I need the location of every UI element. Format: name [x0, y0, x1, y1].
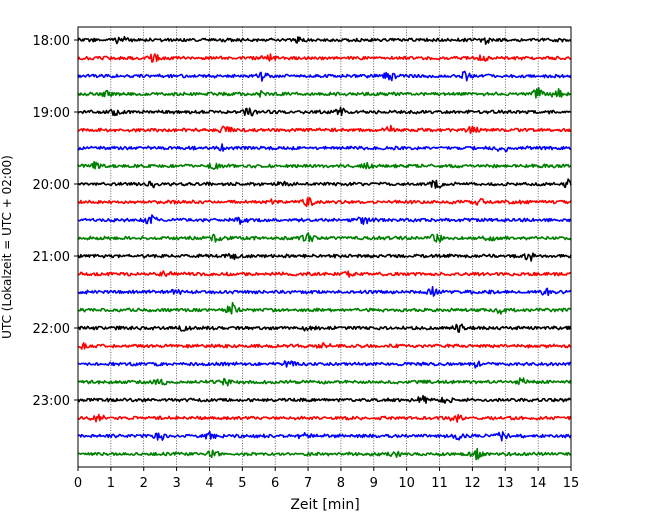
x-tick-label-4: 4 — [205, 476, 213, 491]
x-tick-label-12: 12 — [464, 476, 481, 491]
x-tick-label-9: 9 — [370, 476, 378, 491]
x-tick-label-0: 0 — [74, 476, 82, 491]
trace-2300 — [77, 394, 572, 404]
y-axis-label: UTC (Lokalzeit = UTC + 02:00) — [0, 155, 14, 339]
trace-1945 — [77, 160, 572, 170]
y-axis: 18:00 19:00 20:00 21:00 22:00 23:00 — [33, 34, 78, 409]
trace-1930 — [77, 143, 572, 153]
trace-1800 — [77, 35, 572, 45]
trace-2215 — [77, 342, 572, 350]
y-tick-label-0: 18:00 — [33, 34, 70, 49]
trace-2145 — [77, 301, 572, 315]
y-tick-label-5: 23:00 — [33, 394, 70, 409]
y-tick-label-2: 20:00 — [33, 178, 70, 193]
trace-2045 — [77, 232, 572, 243]
trace-2230 — [77, 360, 572, 369]
x-tick-label-1: 1 — [107, 476, 115, 491]
y-tick-label-1: 19:00 — [33, 106, 70, 121]
trace-1830 — [77, 70, 572, 82]
trace-1845 — [77, 87, 572, 99]
trace-1900 — [77, 106, 572, 117]
x-axis: 0 1 2 3 4 5 6 7 8 9 10 11 12 13 14 15 — [74, 467, 579, 491]
trace-2015 — [77, 196, 572, 208]
trace-1815 — [77, 53, 572, 63]
trace-2100 — [77, 252, 572, 262]
trace-2345 — [77, 447, 572, 461]
trace-2030 — [77, 214, 572, 226]
trace-2330 — [77, 430, 572, 442]
x-tick-label-2: 2 — [140, 476, 148, 491]
trace-1915 — [77, 124, 572, 135]
x-tick-label-15: 15 — [563, 476, 580, 491]
plot-frame — [77, 26, 572, 468]
trace-2245 — [77, 377, 572, 387]
y-tick-label-3: 21:00 — [33, 250, 70, 265]
x-tick-label-5: 5 — [238, 476, 246, 491]
trace-2200 — [77, 323, 572, 333]
x-tick-label-8: 8 — [337, 476, 345, 491]
trace-2000 — [77, 178, 572, 189]
x-tick-label-3: 3 — [172, 476, 180, 491]
trace-2115 — [77, 270, 572, 278]
x-axis-label: Zeit [min] — [290, 497, 359, 513]
vertical-grid — [110, 27, 539, 467]
trace-2130 — [77, 286, 572, 297]
trace-2315 — [77, 413, 572, 423]
trace-group — [77, 35, 572, 461]
x-tick-label-10: 10 — [398, 476, 415, 491]
x-tick-label-6: 6 — [271, 476, 279, 491]
x-tick-label-13: 13 — [497, 476, 514, 491]
x-tick-label-14: 14 — [530, 476, 547, 491]
y-tick-label-4: 22:00 — [33, 322, 70, 337]
x-tick-label-7: 7 — [304, 476, 312, 491]
x-tick-label-11: 11 — [431, 476, 448, 491]
